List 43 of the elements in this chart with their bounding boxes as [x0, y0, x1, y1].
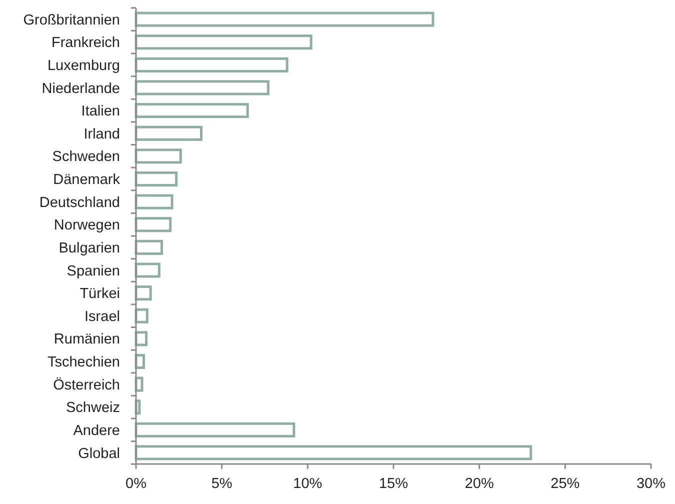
y-tick-label: Bulgarien	[58, 240, 120, 256]
bar	[134, 422, 296, 438]
bar	[134, 126, 202, 141]
x-tick-label: 20%	[464, 476, 494, 492]
bar	[134, 445, 532, 460]
bar	[134, 171, 178, 186]
y-tick-label: Israel	[84, 308, 120, 325]
bar	[134, 148, 182, 164]
y-tick-label: Österreich	[53, 376, 120, 394]
bar	[134, 194, 174, 210]
y-tick-label: Frankreich	[52, 35, 120, 52]
x-tick-label: 10%	[293, 476, 322, 492]
bar	[134, 262, 160, 278]
x-tick-label: 0%	[126, 476, 147, 492]
bar	[134, 286, 152, 301]
y-tick-label: Italien	[81, 104, 120, 120]
y-tick-label: Rumänien	[54, 332, 120, 348]
y-tick-label: Luxemburg	[47, 58, 120, 74]
y-tick-label: Schweden	[52, 149, 120, 166]
y-tick-label: Türkei	[80, 286, 120, 302]
y-tick-label: Schweiz	[66, 400, 120, 416]
bar	[134, 103, 249, 118]
x-tick-label: 25%	[550, 476, 580, 492]
x-tick-label: 5%	[211, 476, 232, 492]
x-tick-label: 15%	[378, 476, 408, 492]
bar	[134, 80, 270, 96]
y-tick-label: Andere	[73, 422, 120, 439]
bar	[134, 12, 434, 27]
y-tick-label: Dänemark	[53, 172, 121, 188]
bar	[134, 240, 163, 255]
y-tick-label: Deutschland	[39, 194, 120, 211]
bar	[134, 57, 288, 72]
y-tick-label: Irland	[84, 126, 120, 142]
x-tick-label: 30%	[636, 476, 666, 492]
bar	[134, 308, 148, 324]
bar	[134, 217, 172, 232]
y-tick-label: Norwegen	[54, 218, 120, 234]
y-tick-label: Spanien	[66, 263, 120, 280]
y-tick-label: Niederlande	[42, 80, 120, 97]
y-tick-label: Tschechien	[47, 354, 120, 371]
y-tick-label: Global	[78, 446, 120, 462]
y-tick-label: Großbritannien	[23, 12, 120, 28]
bar	[134, 34, 312, 50]
